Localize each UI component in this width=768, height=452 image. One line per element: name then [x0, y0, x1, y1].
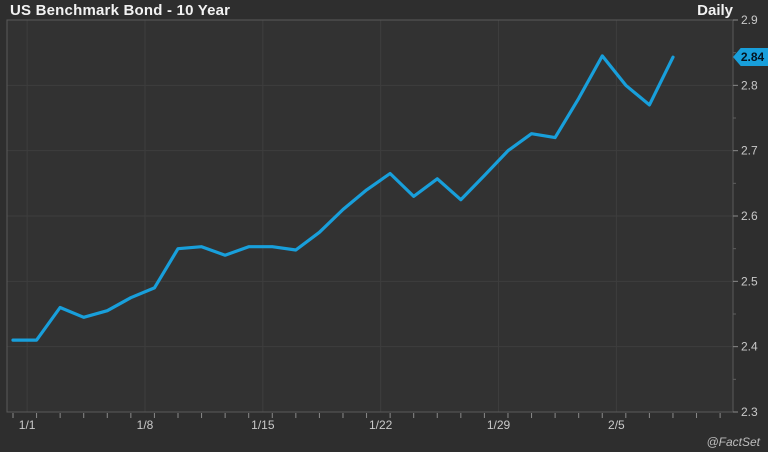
frequency-label: Daily [697, 2, 733, 19]
series-line [11, 54, 675, 342]
x-axis-label: 1/15 [251, 418, 275, 432]
y-axis-label: 2.7 [741, 144, 758, 158]
chart-title: US Benchmark Bond - 10 Year [10, 2, 231, 19]
y-axis-label: 2.4 [741, 340, 758, 354]
x-axis-label: 1/22 [369, 418, 393, 432]
x-axis-label: 1/1 [19, 418, 36, 432]
y-axis-label: 2.5 [741, 274, 758, 288]
y-axis-label: 2.3 [741, 405, 758, 419]
y-axis-label: 2.9 [741, 13, 758, 27]
x-axis-label: 2/5 [608, 418, 625, 432]
y-axis-label: 2.8 [741, 78, 758, 92]
last-price-badge: 2.84 [733, 48, 768, 66]
factset-attribution: @FactSet [706, 435, 760, 449]
x-axis-label: 1/29 [487, 418, 511, 432]
x-axis-label: 1/8 [137, 418, 154, 432]
y-axis-label: 2.6 [741, 209, 758, 223]
